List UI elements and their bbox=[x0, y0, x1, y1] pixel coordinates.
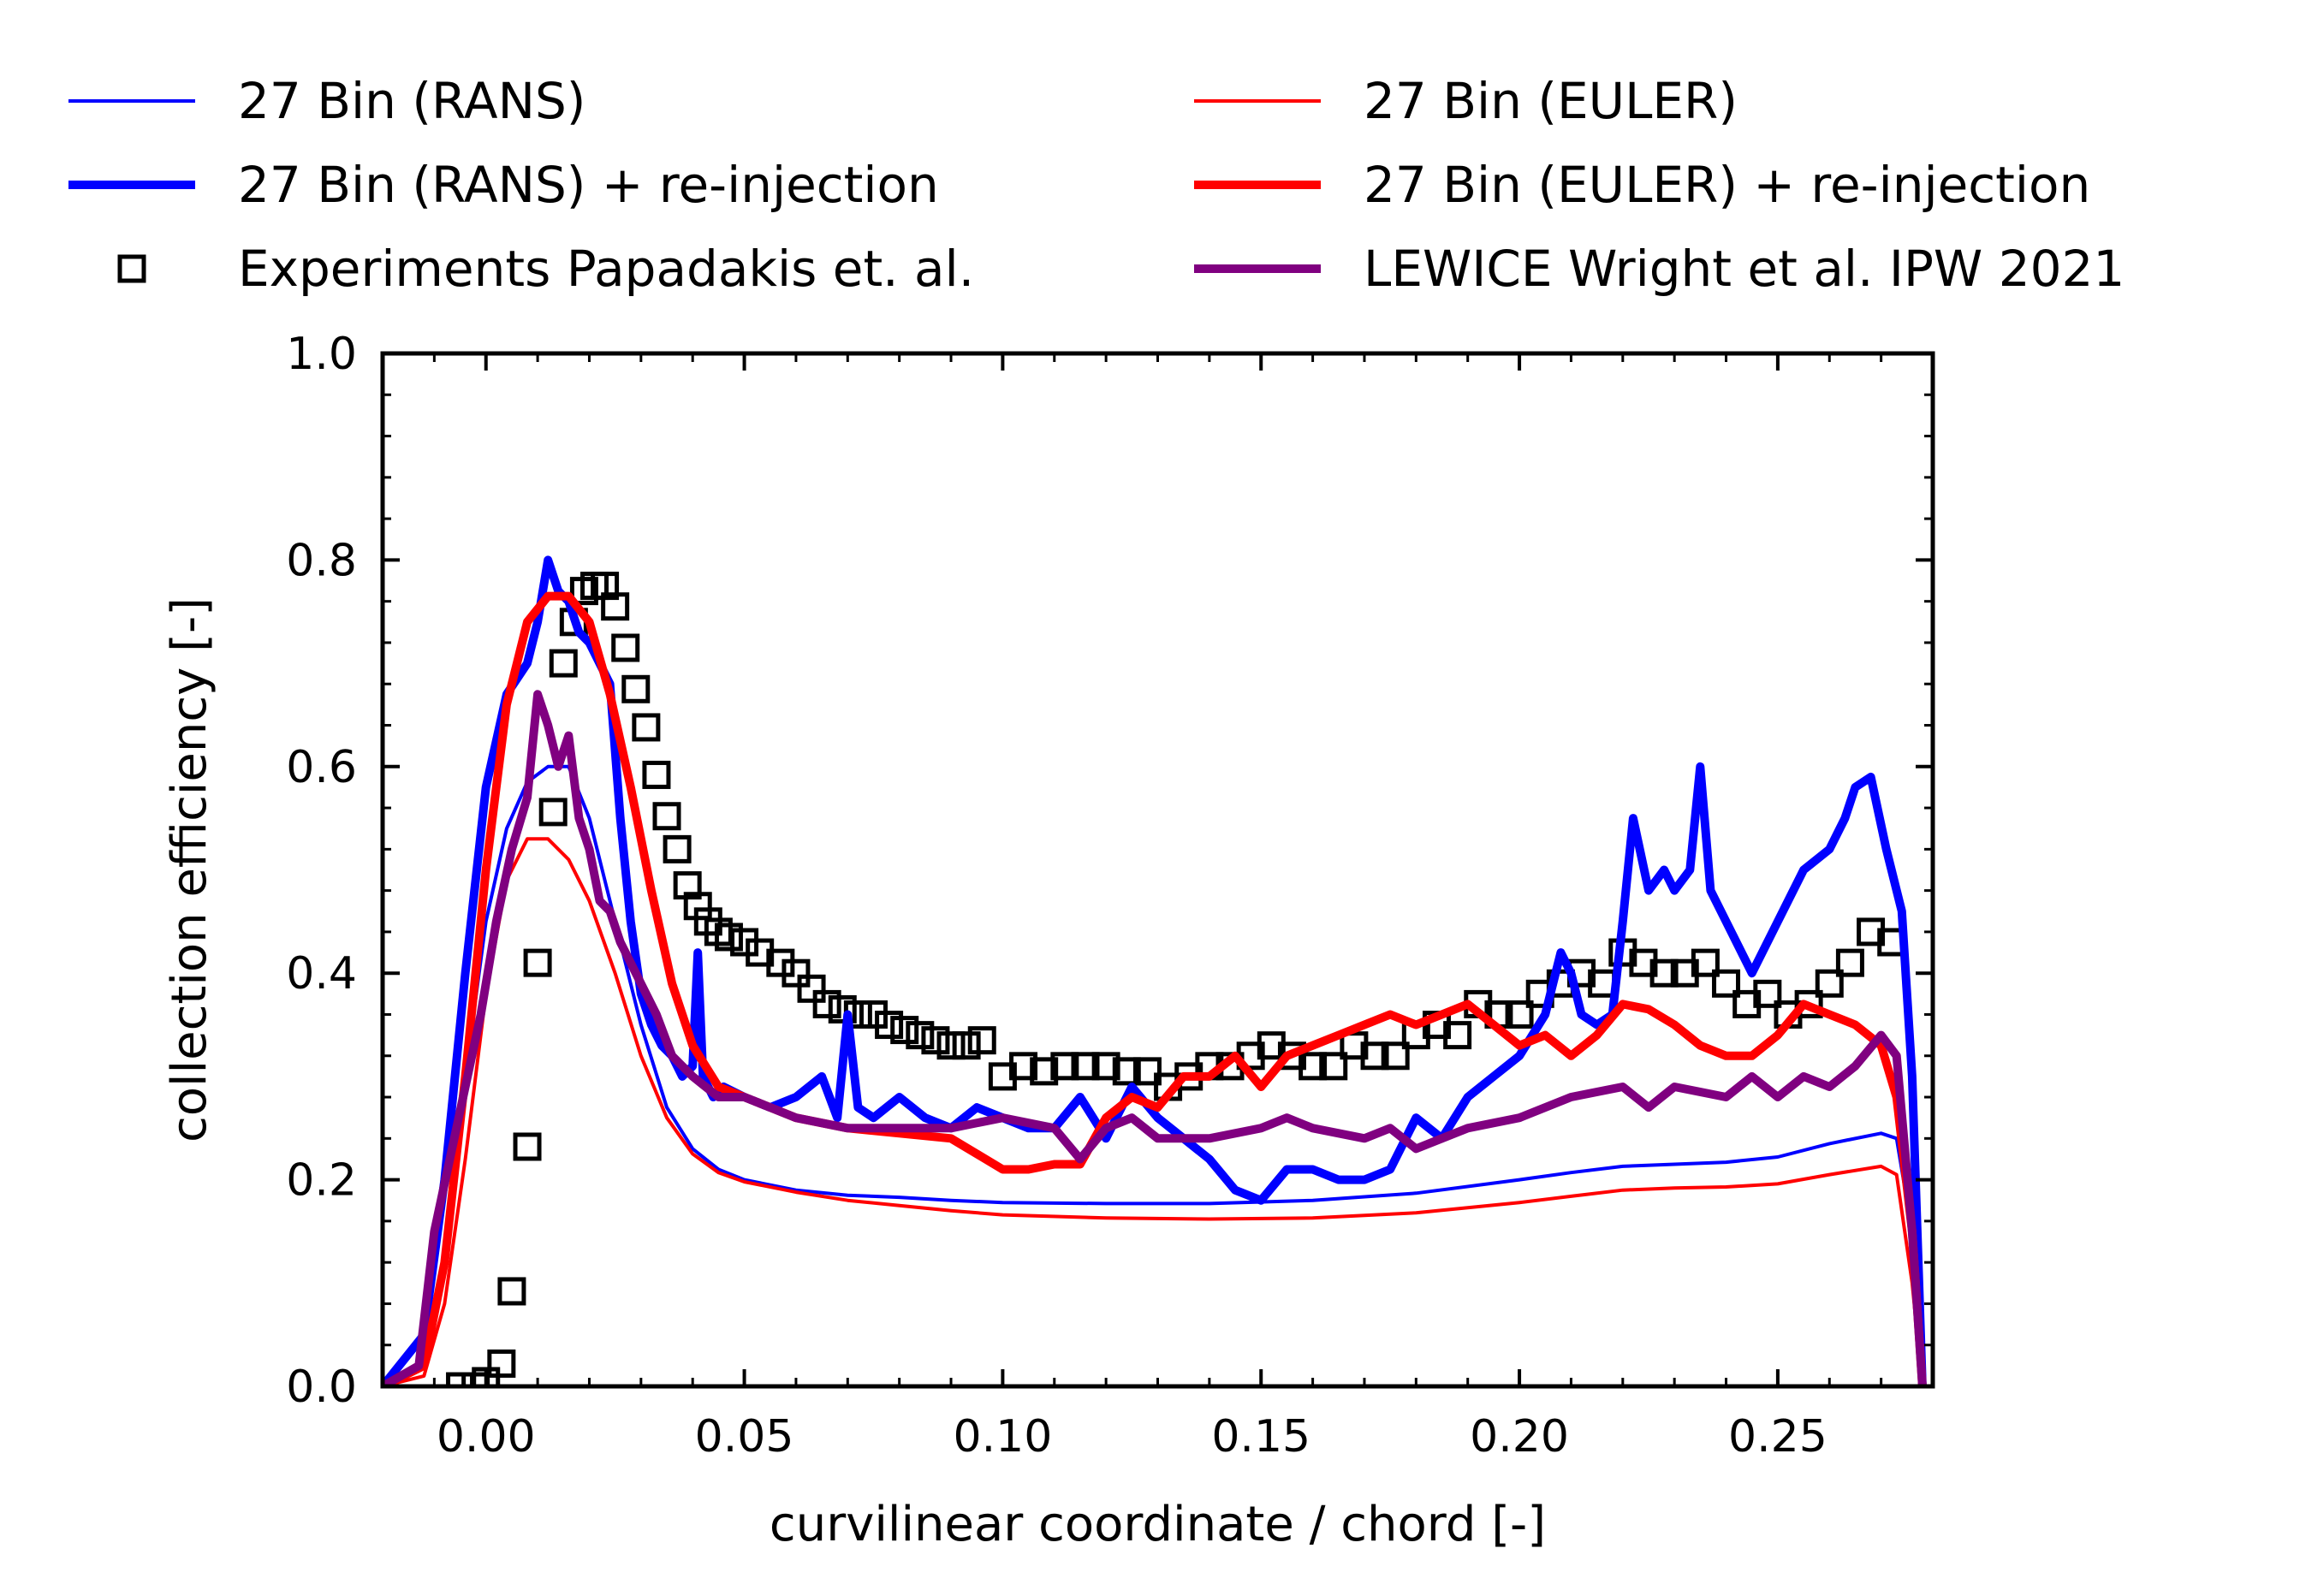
data-point bbox=[513, 1132, 542, 1161]
legend-label: 27 Bin (RANS) bbox=[238, 72, 585, 130]
data-point bbox=[906, 1021, 935, 1050]
plot-series bbox=[383, 555, 1927, 1386]
data-point bbox=[1030, 1057, 1059, 1086]
legend-entry-27-bin-euler: 27 Bin (EULER) bbox=[1194, 72, 1738, 130]
y-tick-label: 0.6 bbox=[286, 742, 357, 793]
data-point bbox=[967, 1026, 996, 1055]
x-tick-label: 0.20 bbox=[1470, 1411, 1569, 1463]
legend-entry-lewice-wright-et-al-ipw-2021: LEWICE Wright et al. IPW 2021 bbox=[1194, 240, 2125, 298]
legend-entry-27-bin-rans: 27 Bin (RANS) bbox=[68, 72, 585, 130]
data-point bbox=[1050, 1052, 1079, 1081]
data-point bbox=[487, 1349, 516, 1378]
series-27-bin-euler bbox=[383, 837, 1924, 1386]
data-point bbox=[1360, 1041, 1389, 1071]
data-point bbox=[1691, 948, 1720, 977]
data-point bbox=[812, 989, 841, 1018]
chart-legend: 27 Bin (RANS) 27 Bin (RANS) + re-injectio… bbox=[68, 72, 2125, 298]
x-tick-label: 0.25 bbox=[1728, 1411, 1828, 1463]
x-tick-label: 0.10 bbox=[954, 1411, 1053, 1463]
data-point bbox=[921, 1026, 950, 1055]
data-point bbox=[1299, 1052, 1328, 1081]
x-axis-label: curvilinear coordinate / chord [-] bbox=[770, 1497, 1546, 1552]
data-point bbox=[621, 674, 651, 703]
series-experiments-papadakis-et-al bbox=[446, 572, 1906, 1386]
data-point bbox=[538, 798, 568, 827]
x-tick-label: 0.05 bbox=[695, 1411, 794, 1463]
data-point bbox=[1815, 969, 1844, 998]
data-point bbox=[1649, 958, 1679, 988]
legend-entry-27-bin-euler-re-injection: 27 Bin (EULER) + re-injection bbox=[1194, 156, 2090, 214]
x-tick-label: 0.00 bbox=[437, 1411, 536, 1463]
data-point bbox=[1381, 1041, 1410, 1071]
data-point bbox=[642, 760, 671, 789]
data-point bbox=[1505, 1000, 1534, 1029]
y-tick-label: 0.8 bbox=[286, 535, 357, 586]
data-point bbox=[446, 1372, 475, 1386]
legend-label: LEWICE Wright et al. IPW 2021 bbox=[1364, 240, 2125, 298]
data-point bbox=[1443, 1021, 1472, 1050]
series-27-bin-euler-re-injection bbox=[383, 591, 1927, 1386]
data-point bbox=[1753, 979, 1782, 1008]
plot-axes: 0.00 0.05 0.10 0.15 0.20 0.25 0.0 0.2 0.4 0.6 0.8 1… bbox=[286, 329, 1935, 1463]
data-point bbox=[1712, 969, 1741, 998]
y-tick-label: 0.0 bbox=[286, 1362, 357, 1413]
data-point bbox=[523, 948, 552, 977]
data-point bbox=[875, 1011, 904, 1040]
plot-frame bbox=[380, 351, 1935, 1389]
data-point bbox=[714, 923, 743, 952]
legend-label: Experiments Papadakis et. al. bbox=[238, 240, 974, 298]
y-axis-label: collection efficiency [-] bbox=[162, 597, 217, 1142]
data-point bbox=[1319, 1052, 1348, 1081]
data-point bbox=[1112, 1057, 1141, 1086]
data-point bbox=[1091, 1052, 1120, 1081]
data-point bbox=[601, 592, 630, 621]
y-tick-label: 0.4 bbox=[286, 948, 357, 1000]
data-point bbox=[828, 994, 857, 1023]
legend-entry-27-bin-rans-re-injection: 27 Bin (RANS) + re-injection bbox=[68, 156, 939, 214]
y-tick-label: 0.2 bbox=[286, 1155, 357, 1207]
data-point bbox=[1132, 1057, 1162, 1086]
legend-label: 27 Bin (EULER) bbox=[1364, 72, 1738, 130]
data-point bbox=[1835, 948, 1864, 977]
data-point bbox=[797, 974, 826, 1003]
x-tick-label: 0.15 bbox=[1211, 1411, 1310, 1463]
data-point bbox=[663, 834, 692, 863]
data-point bbox=[936, 1031, 966, 1060]
legend-label: 27 Bin (EULER) + re-injection bbox=[1364, 156, 2090, 214]
data-point bbox=[549, 649, 578, 678]
legend-entry-experiments-papadakis-et-al: Experiments Papadakis et. al. bbox=[117, 240, 974, 298]
data-point bbox=[611, 633, 640, 662]
data-point bbox=[472, 1367, 501, 1386]
series-lewice-wright-et-al-ipw-2021 bbox=[383, 690, 1927, 1386]
legend-label: 27 Bin (RANS) + re-injection bbox=[238, 156, 939, 214]
legend-marker bbox=[117, 254, 146, 283]
data-point bbox=[652, 802, 681, 831]
data-point bbox=[632, 713, 661, 742]
data-point bbox=[1009, 1052, 1038, 1081]
data-point bbox=[782, 958, 811, 988]
data-point bbox=[890, 1016, 919, 1045]
data-point bbox=[497, 1277, 526, 1306]
y-tick-label: 1.0 bbox=[286, 329, 357, 380]
data-point bbox=[952, 1031, 981, 1060]
data-point bbox=[1071, 1052, 1100, 1081]
data-point bbox=[1794, 989, 1823, 1018]
